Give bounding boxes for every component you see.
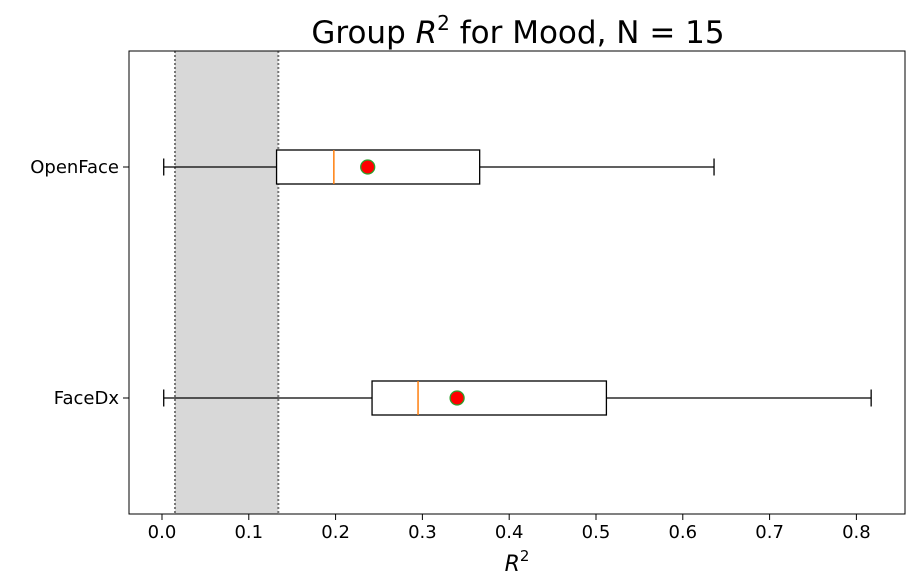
plot-frame [128, 50, 906, 515]
y-tick-label: FaceDx [54, 388, 120, 409]
mean-marker [360, 159, 376, 175]
x-tick-label: 0.7 [755, 522, 784, 543]
x-axis-label-sup: 2 [520, 547, 530, 565]
box-iqr [371, 380, 608, 416]
x-tick-label: 0.3 [408, 522, 437, 543]
chart-title-math-base: R [416, 15, 438, 51]
box-iqr [275, 149, 481, 185]
y-axis-ticks: OpenFace FaceDx [30, 157, 129, 409]
x-axis-ticks: 0.0 0.1 0.2 0.3 0.4 0.5 0.6 0.7 0.8 [148, 514, 871, 543]
y-tick-label: OpenFace [30, 157, 119, 178]
x-tick-label: 0.6 [668, 522, 697, 543]
x-axis-label-base: R [505, 552, 520, 577]
x-axis-label: R2 [505, 547, 530, 577]
boxplot-openface [163, 149, 715, 185]
mean-marker [449, 390, 465, 406]
x-tick-label: 0.4 [495, 522, 524, 543]
chart-title-suffix: for Mood, N = 15 [450, 15, 725, 51]
x-tick-label: 0.0 [148, 522, 177, 543]
boxplot-facedx [163, 380, 872, 416]
chart-title: Group R2 for Mood, N = 15 [311, 11, 724, 51]
x-tick-label: 0.8 [842, 522, 871, 543]
x-tick-label: 0.2 [321, 522, 350, 543]
x-tick-label: 0.5 [582, 522, 611, 543]
chart-title-math-sup: 2 [437, 11, 450, 35]
plot-area [163, 51, 872, 514]
chart-title-prefix: Group [311, 15, 415, 51]
x-tick-label: 0.1 [234, 522, 263, 543]
shaded-region [175, 51, 279, 514]
